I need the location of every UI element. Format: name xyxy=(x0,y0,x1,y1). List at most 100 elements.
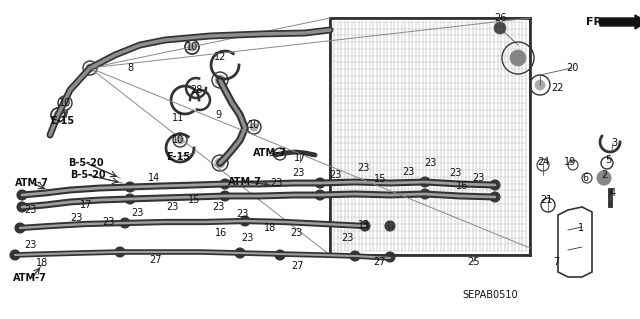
Circle shape xyxy=(490,180,500,190)
Text: 18: 18 xyxy=(264,223,276,233)
Text: 23: 23 xyxy=(24,240,36,250)
Text: 8: 8 xyxy=(127,63,133,73)
Text: 10: 10 xyxy=(172,135,184,145)
Circle shape xyxy=(54,111,62,119)
Circle shape xyxy=(220,179,230,189)
Text: 23: 23 xyxy=(290,228,302,238)
Text: E-15: E-15 xyxy=(50,116,74,126)
Text: 15: 15 xyxy=(188,195,200,205)
Text: 23: 23 xyxy=(102,217,114,227)
Circle shape xyxy=(315,190,325,200)
Text: 2: 2 xyxy=(601,170,607,180)
Text: ATM-7: ATM-7 xyxy=(15,178,49,188)
Text: 10: 10 xyxy=(59,98,71,108)
Text: 23: 23 xyxy=(424,158,436,168)
Text: B-5-20: B-5-20 xyxy=(70,170,106,180)
Text: 23: 23 xyxy=(166,202,178,212)
Text: 3: 3 xyxy=(611,138,617,148)
Text: 24: 24 xyxy=(537,157,549,167)
Text: ATM-7: ATM-7 xyxy=(253,148,287,158)
Text: 18: 18 xyxy=(36,258,48,268)
Circle shape xyxy=(235,248,245,258)
Circle shape xyxy=(115,247,125,257)
Circle shape xyxy=(315,178,325,188)
Circle shape xyxy=(360,221,370,231)
Text: 16: 16 xyxy=(215,228,227,238)
Text: 16: 16 xyxy=(456,181,468,191)
Text: 23: 23 xyxy=(341,233,353,243)
Circle shape xyxy=(215,158,225,168)
Text: 20: 20 xyxy=(566,63,578,73)
Text: 23: 23 xyxy=(449,168,461,178)
Text: 23: 23 xyxy=(402,167,414,177)
Text: 22: 22 xyxy=(551,83,563,93)
Text: E-15: E-15 xyxy=(166,152,190,162)
Circle shape xyxy=(120,218,130,228)
Circle shape xyxy=(86,64,94,72)
Text: 14: 14 xyxy=(148,173,160,183)
Circle shape xyxy=(15,223,25,233)
Circle shape xyxy=(535,80,545,90)
Circle shape xyxy=(125,182,135,192)
Circle shape xyxy=(17,202,27,212)
Text: 26: 26 xyxy=(494,13,506,23)
Circle shape xyxy=(385,221,395,231)
Text: SEPAB0510: SEPAB0510 xyxy=(462,290,518,300)
Text: 27: 27 xyxy=(292,261,304,271)
Text: 5: 5 xyxy=(605,155,611,165)
Bar xyxy=(330,18,530,255)
Circle shape xyxy=(10,250,20,260)
Text: 17: 17 xyxy=(80,200,92,210)
Circle shape xyxy=(61,99,69,107)
Circle shape xyxy=(490,192,500,202)
Text: 23: 23 xyxy=(70,213,82,223)
Circle shape xyxy=(125,194,135,204)
Text: 23: 23 xyxy=(472,173,484,183)
Text: 7: 7 xyxy=(553,257,559,267)
Circle shape xyxy=(385,252,395,262)
Circle shape xyxy=(350,251,360,261)
Circle shape xyxy=(188,43,196,51)
Circle shape xyxy=(17,190,27,200)
Text: 23: 23 xyxy=(131,208,143,218)
Circle shape xyxy=(420,189,430,199)
Text: 10: 10 xyxy=(248,120,260,130)
Text: 23: 23 xyxy=(357,163,369,173)
Text: 23: 23 xyxy=(292,168,304,178)
Text: 1: 1 xyxy=(578,223,584,233)
Text: 12: 12 xyxy=(214,52,226,62)
Text: 27: 27 xyxy=(148,255,161,265)
Text: 17: 17 xyxy=(294,153,306,163)
Circle shape xyxy=(188,43,196,51)
Text: 23: 23 xyxy=(212,202,224,212)
Text: 21: 21 xyxy=(540,195,552,205)
Text: 23: 23 xyxy=(241,233,253,243)
Text: 28: 28 xyxy=(190,85,202,95)
Text: 15: 15 xyxy=(374,174,386,184)
Text: 11: 11 xyxy=(172,113,184,123)
Circle shape xyxy=(250,123,258,131)
Text: 23: 23 xyxy=(236,209,248,219)
Text: ATM-7: ATM-7 xyxy=(13,273,47,283)
Text: 25: 25 xyxy=(467,257,479,267)
Text: 23: 23 xyxy=(24,205,36,215)
Text: 27: 27 xyxy=(374,257,387,267)
Circle shape xyxy=(240,216,250,226)
FancyArrow shape xyxy=(600,15,640,29)
Text: 4: 4 xyxy=(610,188,616,198)
Circle shape xyxy=(176,136,184,144)
Circle shape xyxy=(510,50,526,66)
Text: FR.: FR. xyxy=(586,17,606,27)
Text: 10: 10 xyxy=(186,42,198,52)
Circle shape xyxy=(220,191,230,201)
Text: 23: 23 xyxy=(270,178,282,188)
Circle shape xyxy=(597,171,611,185)
Text: 19: 19 xyxy=(564,157,576,167)
Text: B-5-20: B-5-20 xyxy=(68,158,104,168)
Circle shape xyxy=(54,111,62,119)
Circle shape xyxy=(215,75,225,85)
Circle shape xyxy=(494,22,506,34)
Text: 6: 6 xyxy=(582,173,588,183)
Text: 23: 23 xyxy=(329,170,341,180)
Circle shape xyxy=(275,250,285,260)
